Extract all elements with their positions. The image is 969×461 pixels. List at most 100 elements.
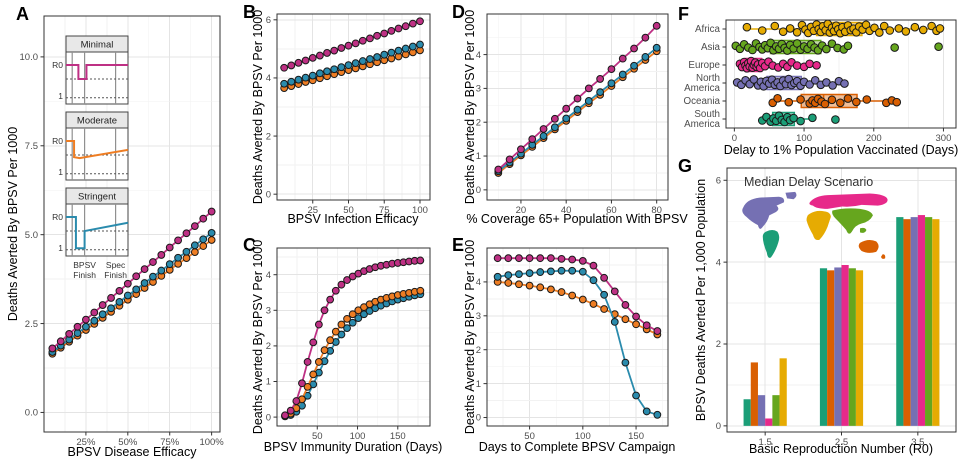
bar-oceania-r0-2.5 (827, 270, 835, 426)
panel-b-y-axis-title: Deaths Averted By BPSV Per 1000 (250, 9, 265, 205)
bar-oceania-r0-3.5 (903, 219, 911, 426)
data-point-moderate (621, 315, 630, 324)
data-point-minimal (149, 258, 157, 266)
data-point-stringent (107, 304, 115, 313)
y-tick-label: 10.0 (20, 52, 39, 63)
inset-y-label: 1 (58, 243, 63, 253)
jitter-point-asia (934, 42, 943, 52)
data-point-minimal (56, 337, 65, 346)
bar-asia-r0-2.5 (848, 268, 856, 426)
category-label-north-america: America (684, 83, 720, 94)
bar-asia-r0-3.5 (925, 217, 933, 426)
jitter-point-asia (827, 39, 837, 49)
data-point-moderate (546, 285, 555, 294)
data-point-minimal (309, 338, 318, 347)
panel-background (726, 20, 956, 128)
data-point-minimal (387, 26, 396, 35)
data-point-stringent (351, 59, 360, 68)
y-tick-label: 0 (716, 421, 721, 432)
y-tick-label: 2 (266, 341, 271, 352)
panel-d-y-axis-title: Deaths Averted By BPSV Per 1000 (462, 9, 477, 205)
data-point-minimal (642, 321, 651, 330)
y-tick-label: 7.5 (25, 141, 38, 152)
jitter-point-africa (785, 24, 795, 33)
data-point-stringent (546, 267, 555, 276)
jitter-point-asia (822, 44, 831, 54)
data-point-stringent (493, 272, 502, 281)
inset-y-label: R0 (52, 60, 63, 70)
jitter-point-asia (890, 43, 899, 52)
data-point-minimal (380, 29, 389, 38)
data-point-minimal (550, 114, 559, 123)
y-tick-label: 4 (476, 277, 481, 288)
map-continent-africa (806, 210, 831, 241)
data-point-minimal (308, 53, 317, 62)
data-point-minimal (525, 254, 534, 263)
jitter-point-africa (875, 28, 884, 37)
jitter-point-oceania (843, 94, 853, 103)
jitter-point-europe (805, 59, 814, 69)
jitter-point-africa (885, 26, 895, 35)
y-tick-label: 2.5 (25, 319, 38, 330)
data-point-minimal (90, 308, 99, 317)
data-point-minimal (494, 165, 503, 174)
data-point-moderate (568, 291, 577, 300)
data-point-stringent (642, 407, 651, 416)
data-point-minimal (528, 135, 537, 144)
y-tick-label: 4 (476, 50, 481, 61)
data-point-stringent (337, 63, 346, 72)
data-point-stringent (618, 70, 627, 79)
data-point-stringent (394, 46, 403, 55)
data-point-minimal (174, 236, 182, 245)
data-point-minimal (366, 34, 374, 43)
x-tick-label: 40 (561, 205, 572, 216)
panel-a-y-axis-title: Deaths Averted By BPSV Per 1000 (5, 126, 20, 322)
jitter-point-africa (778, 27, 788, 37)
data-point-moderate (199, 242, 208, 250)
data-point-moderate (504, 279, 513, 287)
inset-panel (65, 127, 129, 181)
data-point-minimal (607, 65, 616, 74)
data-point-minimal (416, 256, 425, 265)
panel-e-x-axis-title: Days to Complete BPSV Campaign (478, 440, 676, 454)
map-continent-oceania (858, 240, 886, 259)
jitter-point-europe (792, 61, 802, 70)
data-point-stringent (610, 318, 619, 326)
jitter-point-north-america (828, 81, 837, 90)
data-point-minimal (82, 315, 90, 324)
data-point-stringent (330, 65, 339, 74)
data-point-stringent (401, 44, 410, 53)
data-point-minimal (539, 125, 548, 133)
data-point-minimal (199, 214, 208, 223)
y-tick-label: 5.0 (25, 230, 38, 241)
data-point-minimal (280, 63, 289, 72)
x-tick-label: 50 (524, 431, 535, 442)
data-point-stringent (280, 79, 289, 88)
data-point-stringent (539, 132, 548, 140)
jitter-point-africa (935, 24, 945, 33)
data-point-minimal (330, 46, 339, 55)
bar-south-america-r0-2.5 (819, 268, 828, 426)
x-tick-label: 50 (312, 431, 323, 442)
bar-asia-r0-1.5 (772, 395, 780, 426)
data-point-minimal (165, 243, 174, 252)
data-point-minimal (65, 329, 74, 338)
data-point-minimal (140, 265, 149, 274)
panel-c-y-axis-title: Deaths Averted By BPSV Per 1000 (250, 239, 265, 435)
y-tick-label: 6 (716, 175, 721, 186)
panel-border (486, 13, 669, 201)
y-tick-label: 2 (476, 117, 481, 128)
jitter-point-africa (879, 21, 889, 31)
data-point-minimal (504, 254, 513, 263)
data-point-stringent (157, 266, 166, 275)
data-point-stringent (190, 241, 199, 250)
data-point-minimal (314, 320, 323, 329)
data-point-stringent (557, 266, 566, 275)
data-point-minimal (578, 256, 587, 265)
data-point-stringent (308, 71, 317, 80)
data-point-stringent (621, 358, 630, 367)
data-point-minimal (584, 84, 593, 93)
data-point-minimal (373, 31, 381, 40)
bar-africa-r0-2.5 (855, 270, 864, 426)
data-point-minimal (48, 344, 57, 353)
